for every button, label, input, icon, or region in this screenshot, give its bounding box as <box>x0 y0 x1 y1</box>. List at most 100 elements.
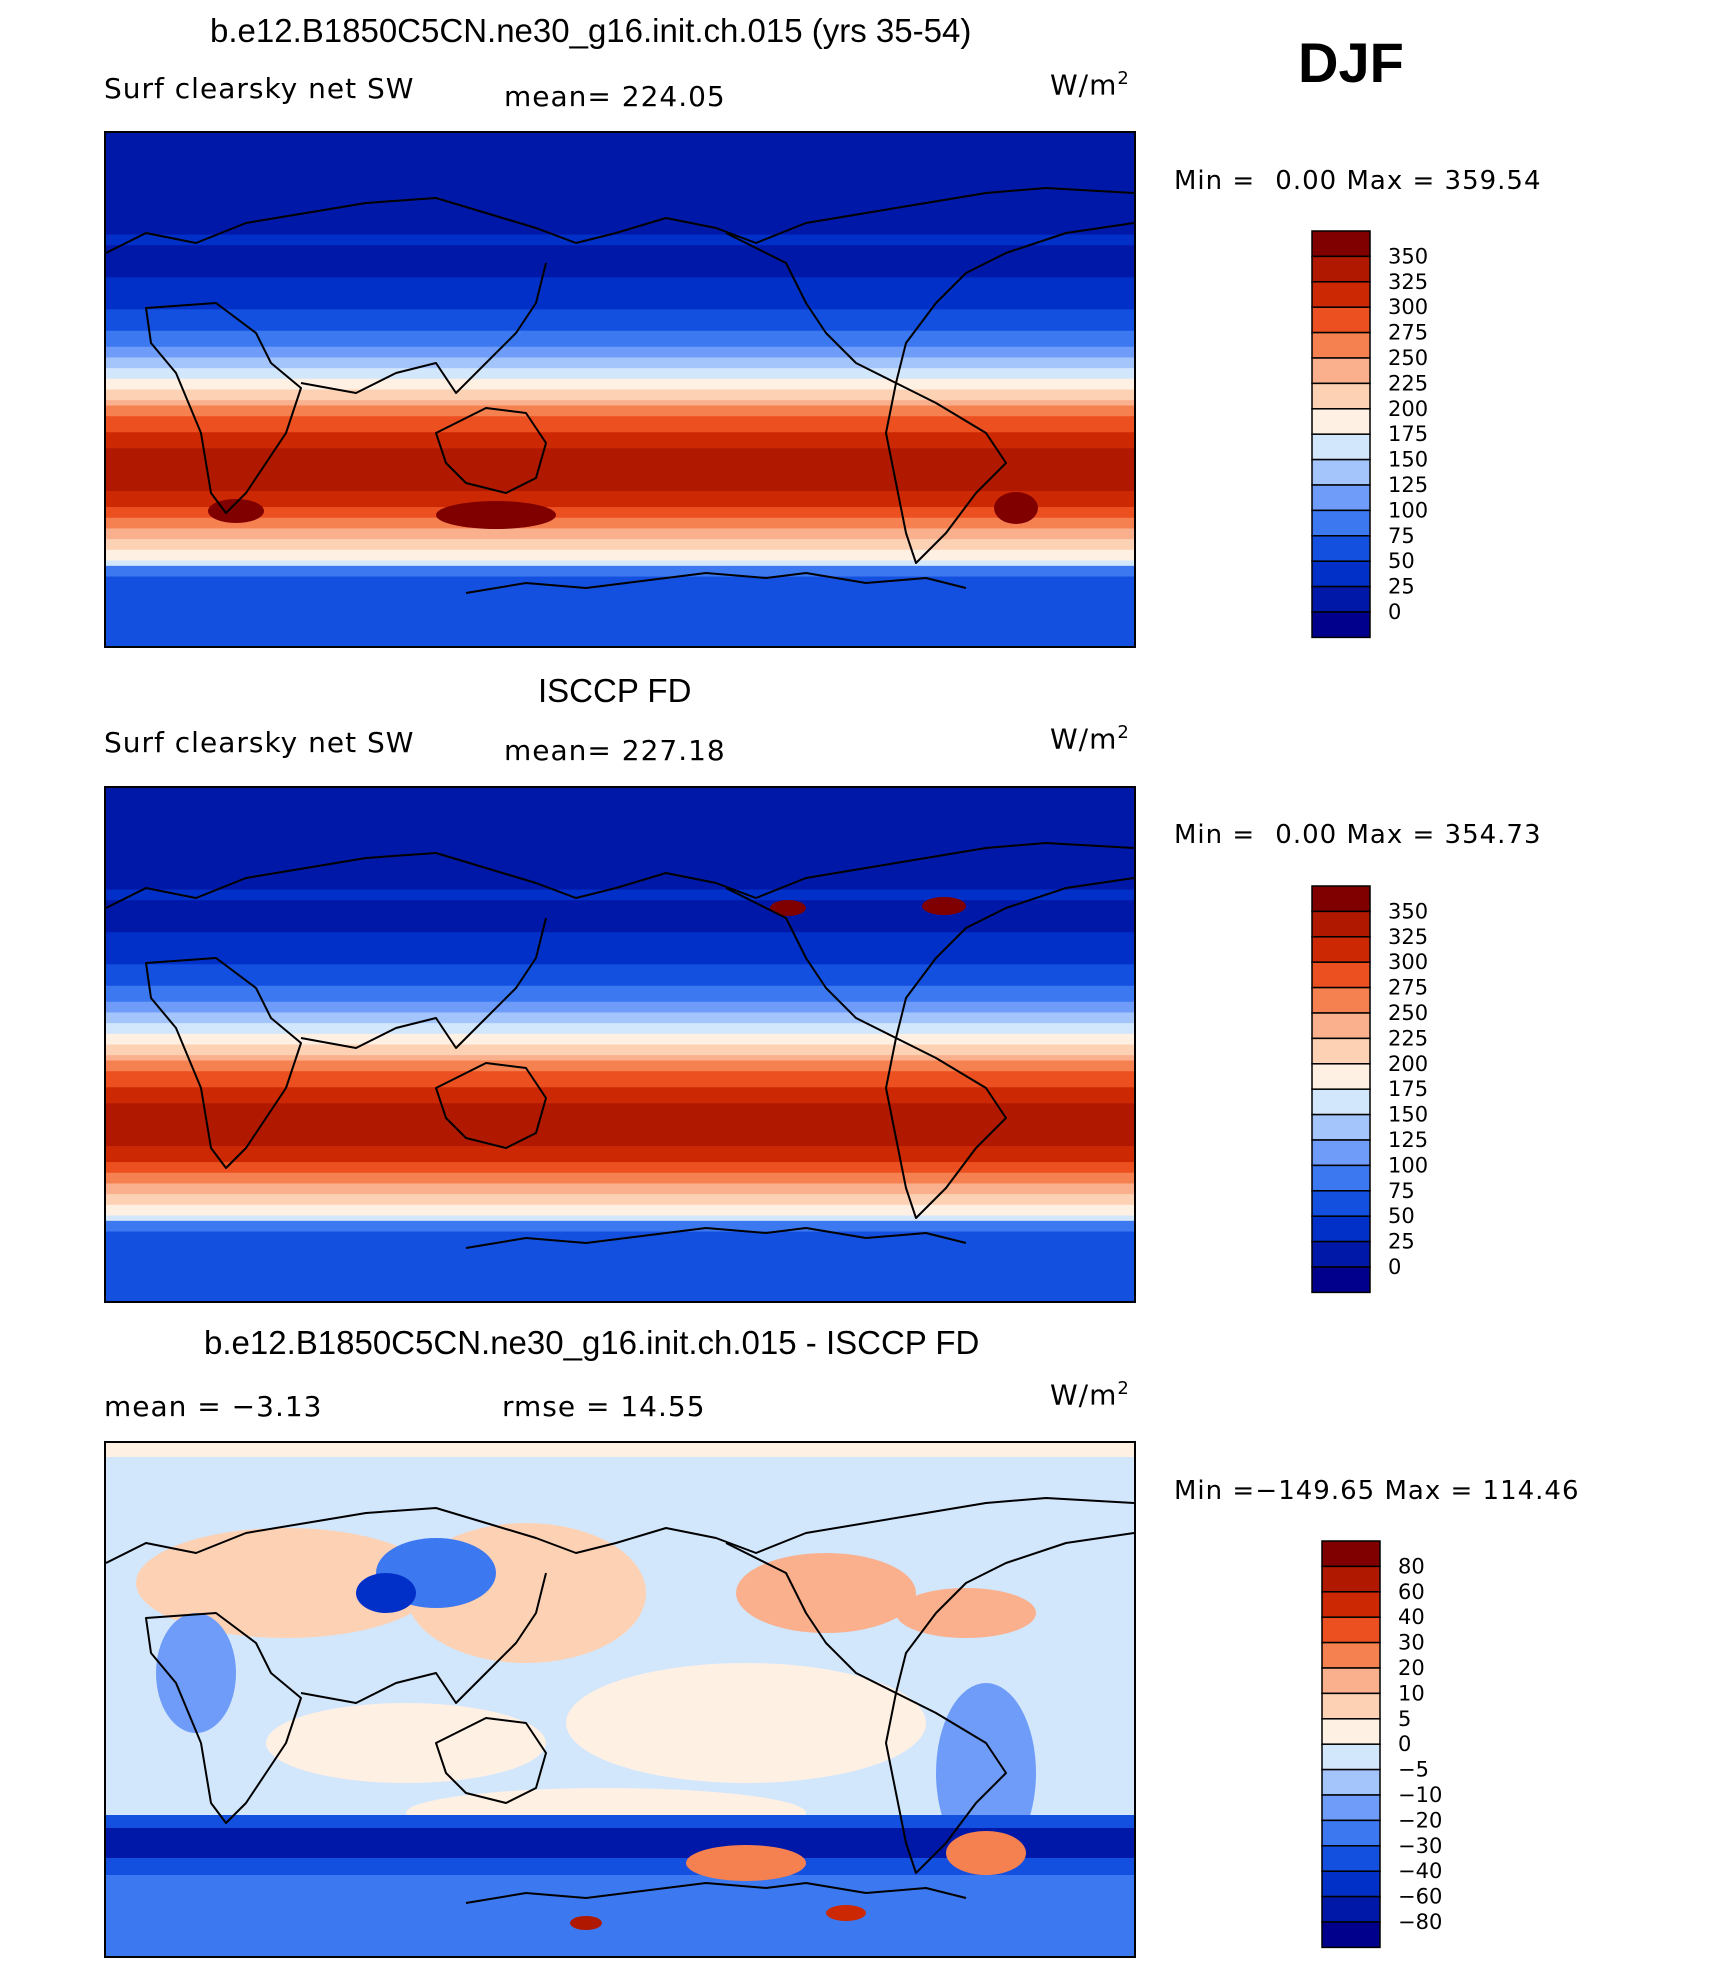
colorbar-box <box>1311 281 1371 308</box>
colorbar-box <box>1311 408 1371 435</box>
field-band <box>106 1443 1134 1457</box>
field-band <box>106 245 1134 252</box>
colorbar-box <box>1321 1768 1381 1796</box>
field-band <box>106 953 1134 960</box>
field-band <box>106 1055 1134 1062</box>
colorbar-tick-label: 75 <box>1388 524 1415 548</box>
field-band <box>106 836 1134 843</box>
field-band <box>106 480 1134 487</box>
field-band <box>106 1263 1134 1270</box>
colorbar-tick-label: 0 <box>1388 1255 1401 1279</box>
coastline <box>145 957 302 1169</box>
field-band <box>106 1071 1134 1078</box>
field-band <box>106 544 1134 551</box>
coastline <box>145 1612 302 1824</box>
field-band <box>106 458 1134 465</box>
coastline <box>885 1692 1007 1874</box>
field-band <box>106 330 1134 337</box>
field-band <box>106 857 1134 864</box>
colorbar-tick-label: −30 <box>1398 1834 1442 1858</box>
colorbar-tick-label: 175 <box>1388 1077 1428 1101</box>
colorbar-box <box>1321 1591 1381 1618</box>
field-band <box>106 442 1134 449</box>
field-band <box>106 352 1134 359</box>
field-band <box>106 485 1134 492</box>
field-band <box>106 841 1134 848</box>
field-band <box>106 1081 1134 1088</box>
field-band <box>106 798 1134 805</box>
field-band <box>106 581 1134 588</box>
colorbar-box <box>1311 230 1371 258</box>
colorbar-box <box>1311 585 1371 613</box>
coastline <box>300 917 547 1049</box>
field-band <box>106 1199 1134 1206</box>
field-band <box>106 1247 1134 1254</box>
field-band <box>106 1033 1134 1040</box>
field-band <box>106 809 1134 816</box>
colorbar-box <box>1321 1540 1381 1568</box>
panel1-map <box>104 131 1136 648</box>
field-band <box>106 186 1134 193</box>
field-band <box>106 1188 1134 1195</box>
field-band <box>106 464 1134 471</box>
colorbar-box <box>1311 1037 1371 1065</box>
colorbar-tick-label: 350 <box>1388 899 1428 923</box>
colorbar-box <box>1311 1164 1371 1192</box>
colorbar-tick-label: 325 <box>1388 925 1428 949</box>
panel2-map <box>104 786 1136 1303</box>
field-band <box>106 555 1134 562</box>
field-band <box>106 378 1134 385</box>
field-band <box>106 453 1134 460</box>
field-band <box>106 619 1134 626</box>
field-band <box>106 1178 1134 1185</box>
coastline <box>106 842 1134 909</box>
field-band <box>106 507 1134 514</box>
field-band <box>106 1295 1134 1301</box>
colorbar-tick-label: 75 <box>1388 1179 1415 1203</box>
panel3-minmax: Min =−149.65 Max = 114.46 <box>1174 1476 1580 1506</box>
colorbar-box <box>1311 357 1371 385</box>
field-band <box>106 1135 1134 1142</box>
colorbar-tick-label: −80 <box>1398 1910 1442 1934</box>
field-band <box>106 1156 1134 1163</box>
field-band <box>106 608 1134 615</box>
coastline <box>300 262 547 394</box>
field-band <box>106 416 1134 423</box>
coastline <box>300 1572 547 1704</box>
field-band <box>106 1092 1134 1099</box>
field-band <box>106 426 1134 433</box>
field-band <box>106 894 1134 901</box>
field-band <box>106 830 1134 837</box>
field-band <box>106 410 1134 417</box>
coastline <box>465 1227 967 1249</box>
panel2-title: ISCCP FD <box>538 672 692 709</box>
field-band <box>106 926 1134 933</box>
field-band <box>106 239 1134 246</box>
field-band <box>106 346 1134 353</box>
field-band <box>106 448 1134 455</box>
field-band <box>106 1001 1134 1008</box>
field-anomaly <box>686 1845 806 1881</box>
colorbar-tick-label: 125 <box>1388 473 1428 497</box>
field-band <box>106 373 1134 380</box>
field-band <box>106 165 1134 172</box>
field-band <box>106 357 1134 364</box>
colorbar-tick-label: 250 <box>1388 346 1428 370</box>
colorbar-box <box>1311 1215 1371 1243</box>
field-band <box>106 1183 1134 1190</box>
field-band <box>106 325 1134 332</box>
field-band <box>106 814 1134 821</box>
field-band <box>106 533 1134 540</box>
field-band <box>106 565 1134 572</box>
field-band <box>106 868 1134 875</box>
field-band <box>106 571 1134 578</box>
field-band <box>106 991 1134 998</box>
field-band <box>106 218 1134 225</box>
field-band <box>106 635 1134 642</box>
colorbar-box <box>1311 535 1371 562</box>
field-band <box>106 905 1134 912</box>
field-band <box>106 1103 1134 1110</box>
colorbar-box <box>1321 1895 1381 1923</box>
field-band <box>106 181 1134 188</box>
